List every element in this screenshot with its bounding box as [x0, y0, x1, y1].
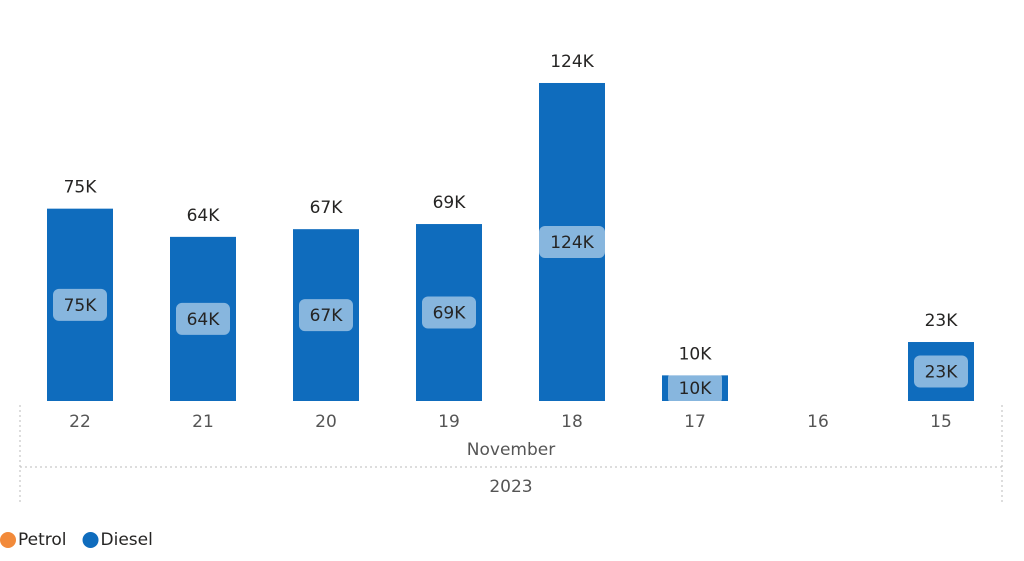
- data-label-box: [539, 225, 605, 258]
- data-label: 10K: [679, 379, 713, 399]
- data-label-box: [914, 355, 968, 388]
- data-label: 75K: [64, 296, 98, 316]
- legend-label: Petrol: [18, 530, 67, 550]
- data-label: 64K: [187, 310, 221, 330]
- axis-frame: [19, 405, 1003, 505]
- total-label: 69K: [433, 193, 467, 213]
- data-label-box: [299, 299, 353, 332]
- data-label: 67K: [310, 306, 344, 326]
- data-label-box: [668, 372, 722, 405]
- legend-marker: [82, 532, 99, 548]
- x-tick-label: 19: [438, 412, 460, 432]
- x-tick-label: 20: [315, 412, 337, 432]
- x-tick-label: 17: [684, 412, 706, 432]
- legend-label: Diesel: [101, 530, 153, 550]
- x-tick-label: 21: [192, 412, 214, 432]
- x-tick-label: 18: [561, 412, 583, 432]
- data-label: 69K: [433, 304, 467, 324]
- total-label: 64K: [187, 206, 221, 226]
- total-label: 75K: [64, 178, 98, 198]
- data-label-box: [176, 302, 230, 335]
- x-tick-label: 16: [807, 412, 829, 432]
- data-label: 124K: [550, 233, 594, 253]
- x-year-label: 2023: [489, 477, 532, 497]
- data-label-box: [422, 296, 476, 329]
- data-label: 23K: [925, 363, 959, 383]
- x-tick-label: 15: [930, 412, 952, 432]
- legend-marker: [0, 532, 16, 548]
- total-label: 23K: [925, 311, 959, 331]
- x-month-label: November: [467, 440, 555, 460]
- total-label: 10K: [679, 344, 713, 364]
- total-label: 67K: [310, 198, 344, 218]
- data-label-box: [53, 288, 107, 321]
- total-label: 124K: [550, 52, 594, 72]
- x-tick-label: 22: [69, 412, 91, 432]
